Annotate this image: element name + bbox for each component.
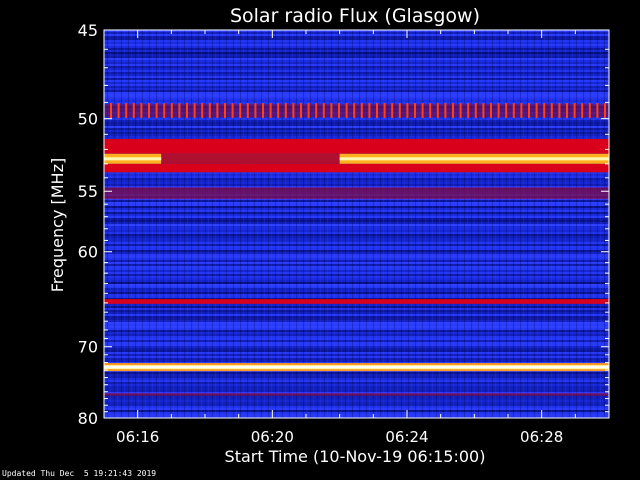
- band-dot: [444, 103, 447, 119]
- band-dot: [110, 103, 112, 119]
- x-axis-label: Start Time (10-Nov-19 06:15:00): [225, 447, 486, 466]
- chart-title: Solar radio Flux (Glasgow): [230, 5, 480, 27]
- band-dot: [178, 103, 181, 119]
- y-axis: 45 50 55 60 70 80: [78, 21, 609, 428]
- band-dot: [315, 103, 318, 119]
- band-dot: [292, 103, 295, 119]
- band-dot: [497, 103, 500, 119]
- band-dot: [239, 103, 242, 119]
- y-tick-label: 50: [78, 110, 98, 129]
- x-tick-label: 06:20: [251, 428, 294, 446]
- y-tick-label: 45: [78, 21, 98, 40]
- band-dot: [558, 103, 561, 119]
- band-dot: [452, 103, 454, 119]
- band-dot: [550, 103, 553, 119]
- band-dot: [520, 103, 523, 119]
- band-gap: [161, 153, 340, 164]
- band-dot: [224, 103, 226, 119]
- y-tick-label: 80: [78, 409, 98, 428]
- emission-bands: [104, 103, 609, 396]
- band-dot: [132, 103, 135, 119]
- band-dot: [254, 103, 257, 119]
- band-dot: [474, 103, 477, 119]
- band: [104, 299, 609, 304]
- band-dot: [307, 103, 310, 119]
- band-dot: [300, 103, 302, 119]
- y-axis-label: Frequency [MHz]: [48, 158, 67, 292]
- band-dot: [338, 103, 340, 119]
- band-dot: [467, 103, 470, 119]
- band-dot: [581, 103, 584, 119]
- band: [104, 163, 609, 173]
- band-dot: [482, 103, 485, 119]
- band-dot: [201, 103, 204, 119]
- band-dot: [376, 103, 378, 119]
- band-dot: [391, 103, 394, 119]
- band-dot: [269, 103, 272, 119]
- band-dot: [186, 103, 188, 119]
- band-dot: [208, 103, 211, 119]
- band-dot: [383, 103, 386, 119]
- band-dot: [284, 103, 287, 119]
- band-dot: [216, 103, 219, 119]
- band-core: [339, 157, 609, 161]
- plot-frame: [103, 29, 610, 419]
- band-dot: [277, 103, 280, 119]
- y-tick-label: 70: [78, 338, 98, 357]
- band-dot: [148, 103, 150, 119]
- band-dot: [368, 103, 371, 119]
- band-dot: [246, 103, 249, 119]
- texture-overlay: [104, 30, 609, 418]
- band: [104, 187, 609, 200]
- band-dot: [573, 103, 576, 119]
- band-dot: [604, 103, 606, 119]
- band-dot: [353, 103, 356, 119]
- band-dot: [429, 103, 432, 119]
- band-dot: [163, 103, 166, 119]
- band-dot: [345, 103, 348, 119]
- band-dot: [588, 103, 591, 119]
- band-dot: [543, 103, 546, 119]
- band-dot: [414, 103, 416, 119]
- y-tick-label: 55: [78, 182, 98, 201]
- band-dot: [193, 103, 196, 119]
- x-tick-label: 06:16: [116, 428, 159, 446]
- band-dot: [490, 103, 492, 119]
- x-tick-label: 06:24: [385, 428, 428, 446]
- band-dot: [505, 103, 508, 119]
- plot-area: [104, 30, 609, 418]
- band: [104, 393, 609, 396]
- band-dot: [528, 103, 530, 119]
- band-dot: [322, 103, 325, 119]
- band-dot: [231, 103, 234, 119]
- band-dot: [262, 103, 264, 119]
- band-dot: [155, 103, 158, 119]
- band-dot: [535, 103, 538, 119]
- band: [104, 138, 609, 154]
- band-dot: [117, 103, 120, 119]
- band-dot: [398, 103, 401, 119]
- band-core: [104, 366, 609, 369]
- band-dot: [459, 103, 462, 119]
- band-dot: [436, 103, 439, 119]
- y-tick-label: 60: [78, 243, 98, 262]
- band-dot: [596, 103, 599, 119]
- band-dot: [330, 103, 333, 119]
- band-core: [104, 157, 162, 161]
- band-dot: [140, 103, 143, 119]
- band-dot: [566, 103, 568, 119]
- band-dot: [512, 103, 515, 119]
- band-dot: [421, 103, 424, 119]
- band-dot: [360, 103, 363, 119]
- band-dot: [406, 103, 409, 119]
- x-axis: 06:16 06:20 06:24 06:28: [103, 30, 610, 446]
- x-tick-label: 06:28: [520, 428, 563, 446]
- updated-timestamp: Updated Thu Dec 5 19:21:43 2019: [2, 469, 157, 478]
- band-dot: [125, 103, 128, 119]
- band-dot: [170, 103, 173, 119]
